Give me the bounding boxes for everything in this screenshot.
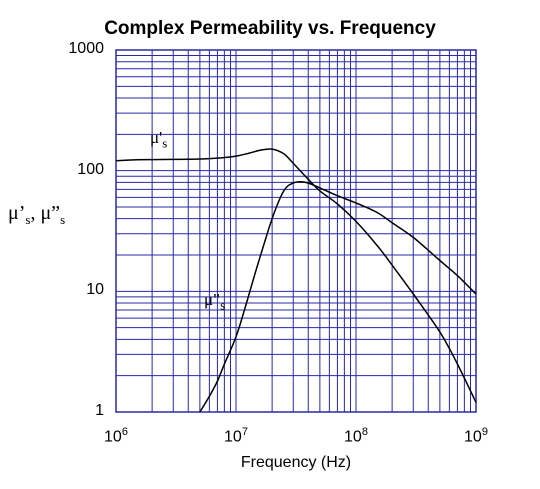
y-tick-label: 1000 xyxy=(68,40,104,57)
y-label-mu2: μ” xyxy=(40,202,61,224)
series-label-mu-double-prime-sub: s xyxy=(220,297,226,313)
x-tick-label: 106 xyxy=(86,426,146,446)
x-tick-base: 10 xyxy=(344,428,362,446)
chart-title: Complex Permeability vs. Frequency xyxy=(104,18,436,39)
x-tick-label: 107 xyxy=(206,426,266,446)
y-label-sep: , xyxy=(30,202,41,224)
x-tick-exponent: 6 xyxy=(121,426,128,438)
y-label-sub1: s xyxy=(25,212,31,227)
series-label-mu-double-prime-symbol: μ" xyxy=(204,290,221,309)
x-tick-base: 10 xyxy=(464,428,482,446)
y-tick-label: 100 xyxy=(77,160,104,178)
plot-frame xyxy=(115,49,477,413)
x-tick-base: 10 xyxy=(224,428,242,446)
series-label-mu-prime-symbol: μ' xyxy=(150,128,163,147)
y-tick-label: 10 xyxy=(86,281,104,299)
series-line-mu-double-prime xyxy=(199,180,477,413)
x-tick-label: 109 xyxy=(446,426,506,446)
x-tick-base: 10 xyxy=(104,428,122,446)
x-axis-label: Frequency (Hz) xyxy=(240,454,352,471)
series-label-mu-prime-sub: s xyxy=(162,135,168,151)
series-label-mu-double-prime: μ"s xyxy=(204,290,225,313)
x-tick-exponent: 9 xyxy=(481,426,488,438)
y-tick-label: 1 xyxy=(95,402,104,419)
x-tick-exponent: 7 xyxy=(241,426,248,438)
series-label-mu-prime: μ's xyxy=(150,128,167,151)
x-tick-label: 108 xyxy=(326,426,386,446)
y-axis-label: μ’s, μ”s xyxy=(8,202,65,228)
series-line-mu-prime xyxy=(115,148,477,403)
x-tick-exponent: 8 xyxy=(361,426,368,438)
y-label-mu1: μ’ xyxy=(8,202,26,224)
y-label-sub2: s xyxy=(60,212,66,227)
